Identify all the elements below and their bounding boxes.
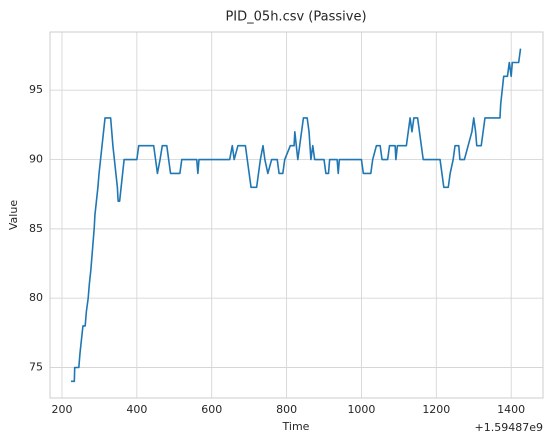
x-tick-label: 800 [276,403,297,416]
y-tick-label: 80 [29,291,43,304]
y-axis-label: Value [7,200,20,230]
y-tick-label: 95 [29,83,43,96]
x-tick-label: 1000 [347,403,375,416]
x-tick-label: 1400 [497,403,525,416]
chart-title: PID_05h.csv (Passive) [225,10,366,25]
plot-frame [49,31,544,399]
y-tick-label: 75 [29,361,43,374]
y-tick-label: 90 [29,153,43,166]
x-tick-label: 1200 [422,403,450,416]
x-axis-label: Time [282,420,310,433]
x-tick-label: 200 [51,403,72,416]
y-tick-label: 85 [29,222,43,235]
data-line [70,48,522,383]
x-offset-label: +1.59487e9 [475,421,543,434]
x-tick-label: 400 [126,403,147,416]
x-tick-label: 600 [201,403,222,416]
